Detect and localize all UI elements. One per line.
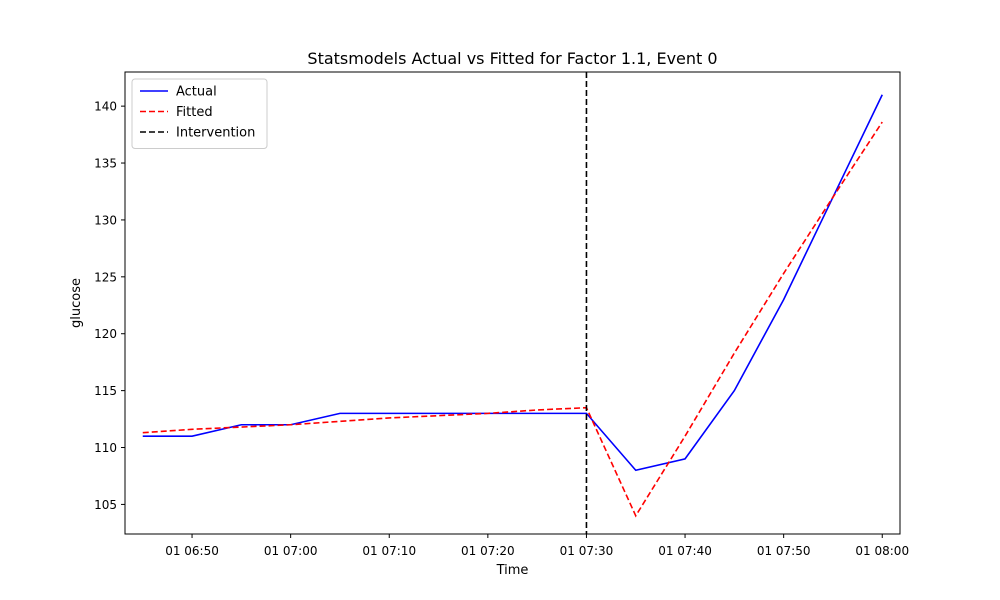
legend-label-intervention: Intervention (176, 126, 255, 141)
legend: Actual Fitted Intervention (131, 78, 268, 149)
y-tick-label: 105 (94, 498, 117, 512)
y-tick-label: 135 (94, 157, 117, 171)
x-tick-label: 01 07:20 (461, 544, 515, 558)
y-tick-label: 120 (94, 327, 117, 341)
y-tick-label: 110 (94, 441, 117, 455)
x-tick-label: 01 07:10 (362, 544, 416, 558)
plot-area-frame (124, 71, 901, 535)
x-tick-label: 01 07:40 (658, 544, 712, 558)
series-line-fitted (142, 121, 883, 518)
x-tick-label: 01 07:50 (757, 544, 811, 558)
y-tick-label: 140 (94, 100, 117, 114)
x-tick-label: 01 08:00 (855, 544, 909, 558)
y-axis-label: glucose (69, 278, 84, 328)
x-tick-label: 01 07:00 (264, 544, 318, 558)
chart-title: Statsmodels Actual vs Fitted for Factor … (307, 49, 717, 68)
y-tick-label: 115 (94, 384, 117, 398)
legend-label-actual: Actual (176, 85, 217, 100)
x-tick-label: 01 06:50 (165, 544, 219, 558)
legend-box (131, 78, 268, 149)
y-tick-label: 125 (94, 270, 117, 284)
x-axis-label: Time (496, 563, 529, 578)
y-tick-label: 130 (94, 213, 117, 227)
legend-label-fitted: Fitted (176, 105, 213, 120)
x-tick-label: 01 07:30 (560, 544, 614, 558)
series-line-actual (142, 94, 883, 472)
